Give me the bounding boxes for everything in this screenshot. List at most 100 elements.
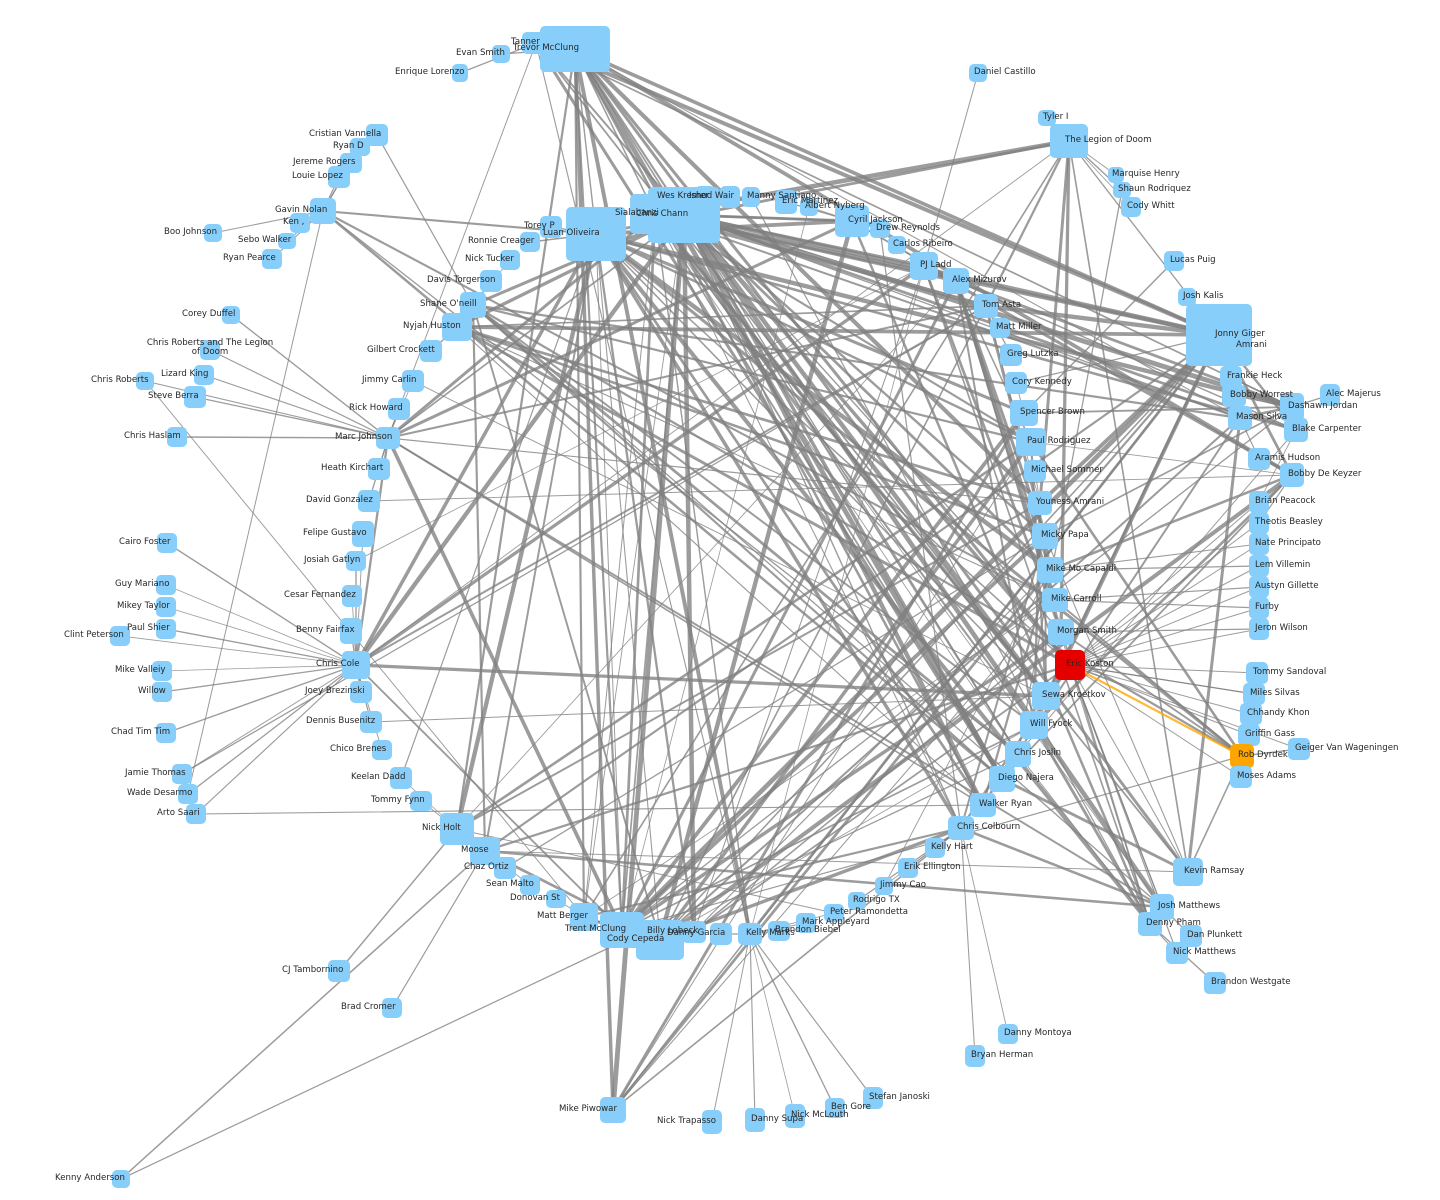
graph-node[interactable] <box>965 1045 985 1067</box>
graph-node[interactable] <box>358 490 380 512</box>
graph-node[interactable] <box>352 521 374 547</box>
graph-node[interactable] <box>540 26 610 72</box>
graph-node[interactable] <box>948 816 974 840</box>
graph-node[interactable] <box>1050 124 1088 158</box>
graph-node[interactable] <box>494 857 516 879</box>
graph-node[interactable] <box>222 306 240 324</box>
graph-node[interactable] <box>1024 460 1046 482</box>
graph-node[interactable] <box>1249 618 1269 640</box>
graph-node[interactable] <box>989 766 1015 792</box>
graph-node[interactable] <box>442 313 472 341</box>
graph-node[interactable] <box>775 190 797 214</box>
graph-node[interactable] <box>310 198 336 224</box>
graph-node[interactable] <box>410 791 432 811</box>
graph-node[interactable] <box>1016 428 1046 456</box>
graph-node[interactable] <box>870 220 890 238</box>
graph-node[interactable] <box>1248 448 1270 470</box>
graph-node[interactable] <box>1220 366 1242 388</box>
graph-node[interactable] <box>1042 588 1068 612</box>
graph-node[interactable] <box>1108 167 1124 183</box>
graph-node[interactable] <box>768 921 790 941</box>
graph-node[interactable] <box>350 138 370 156</box>
graph-node[interactable] <box>278 233 296 249</box>
graph-node[interactable] <box>1288 738 1310 760</box>
graph-node[interactable] <box>390 767 412 789</box>
graph-node[interactable] <box>440 813 474 845</box>
graph-node[interactable] <box>742 187 760 207</box>
graph-node[interactable] <box>796 913 816 933</box>
graph-node[interactable] <box>825 1098 845 1118</box>
graph-node[interactable] <box>682 921 706 943</box>
graph-node[interactable] <box>112 1170 130 1188</box>
graph-node[interactable] <box>943 268 969 294</box>
graph-node[interactable] <box>1138 912 1162 936</box>
graph-node[interactable] <box>1005 741 1031 767</box>
graph-node[interactable] <box>520 232 540 252</box>
graph-node[interactable] <box>1249 512 1269 534</box>
graph-node[interactable] <box>186 804 206 824</box>
graph-node[interactable] <box>178 784 198 804</box>
graph-node[interactable] <box>1249 597 1269 619</box>
graph-node[interactable] <box>376 427 400 449</box>
graph-node[interactable] <box>194 365 214 385</box>
graph-node[interactable] <box>167 427 187 447</box>
graph-node[interactable] <box>156 619 176 639</box>
graph-node[interactable] <box>350 681 372 703</box>
graph-node[interactable] <box>990 318 1010 338</box>
graph-node[interactable] <box>1164 251 1184 271</box>
graph-node[interactable] <box>1048 619 1074 645</box>
graph-node[interactable] <box>875 877 893 895</box>
graph-node[interactable] <box>156 575 176 595</box>
graph-node[interactable] <box>328 960 350 982</box>
graph-node[interactable] <box>366 124 388 146</box>
graph-node[interactable] <box>172 764 192 784</box>
graph-node[interactable] <box>835 205 869 237</box>
graph-node[interactable] <box>785 1104 805 1128</box>
graph-node[interactable] <box>382 998 402 1018</box>
graph-node[interactable] <box>1240 703 1262 725</box>
graph-node[interactable] <box>1010 400 1038 426</box>
graph-node[interactable] <box>570 903 598 931</box>
graph-node[interactable] <box>863 1087 883 1109</box>
graph-node[interactable] <box>200 340 220 360</box>
graph-node[interactable] <box>898 858 918 878</box>
graph-node[interactable] <box>738 923 762 945</box>
graph-node[interactable] <box>110 626 130 646</box>
graph-node[interactable] <box>969 64 987 82</box>
graph-node[interactable] <box>925 838 945 858</box>
graph-node[interactable] <box>720 186 740 208</box>
graph-node[interactable] <box>184 386 206 408</box>
graph-node[interactable] <box>1000 344 1022 366</box>
graph-node[interactable] <box>520 875 540 895</box>
graph-node[interactable] <box>1038 110 1056 126</box>
graph-node[interactable] <box>540 216 562 238</box>
graph-node[interactable] <box>910 252 938 280</box>
graph-node[interactable] <box>1222 385 1246 407</box>
graph-node[interactable] <box>157 533 177 553</box>
graph-node[interactable] <box>262 249 282 269</box>
graph-node[interactable] <box>1228 406 1252 430</box>
graph-node[interactable] <box>974 294 998 318</box>
graph-node[interactable] <box>480 270 502 292</box>
graph-node[interactable] <box>1320 384 1340 406</box>
graph-node[interactable] <box>360 711 382 733</box>
graph-node[interactable] <box>1284 418 1308 442</box>
graph-node[interactable] <box>636 920 684 960</box>
graph-node[interactable] <box>1243 683 1265 705</box>
graph-node[interactable] <box>1032 682 1060 710</box>
graph-node[interactable] <box>630 194 680 234</box>
graph-node[interactable] <box>1166 942 1188 964</box>
graph-node[interactable] <box>546 890 566 908</box>
graph-node[interactable] <box>1230 744 1254 768</box>
graph-node[interactable] <box>1173 858 1203 886</box>
graph-node[interactable] <box>152 682 172 702</box>
graph-node[interactable] <box>800 198 818 216</box>
graph-node[interactable] <box>1280 393 1304 421</box>
graph-node[interactable] <box>745 1108 765 1132</box>
graph-node[interactable] <box>888 236 906 254</box>
graph-node[interactable] <box>368 458 390 480</box>
graph-node[interactable] <box>388 398 410 420</box>
graph-node[interactable] <box>1178 288 1196 306</box>
graph-node[interactable] <box>452 64 468 82</box>
